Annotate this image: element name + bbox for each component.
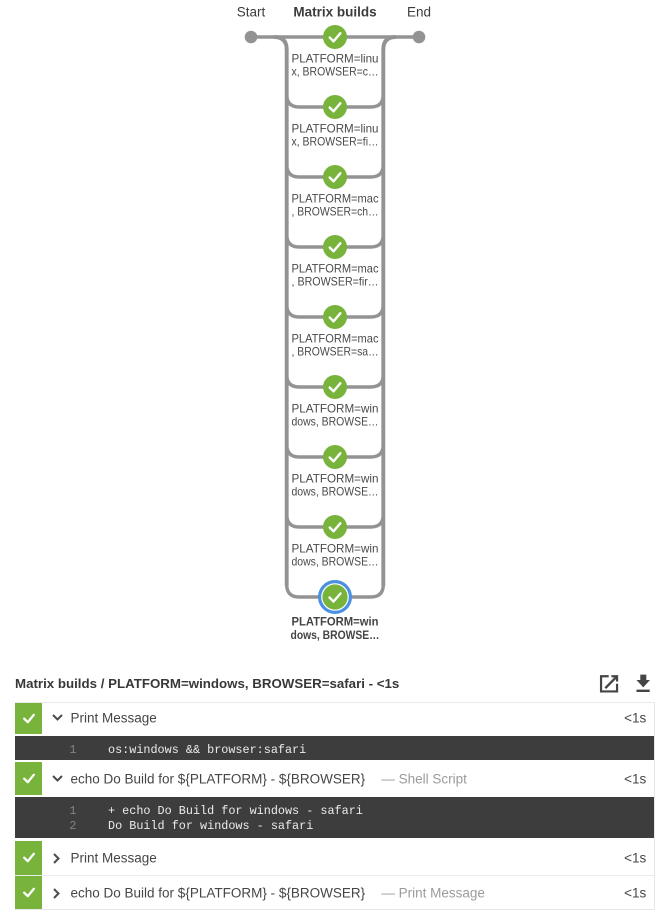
svg-text:x, BROWSER=fi…: x, BROWSER=fi… xyxy=(292,135,379,149)
svg-text:PLATFORM=linu: PLATFORM=linu xyxy=(292,122,379,136)
svg-text:, BROWSER=fir…: , BROWSER=fir… xyxy=(292,275,379,289)
svg-text:PLATFORM=mac: PLATFORM=mac xyxy=(292,192,379,206)
svg-text:PLATFORM=mac: PLATFORM=mac xyxy=(292,332,379,346)
svg-text:Start: Start xyxy=(237,5,266,20)
svg-text:x, BROWSER=c…: x, BROWSER=c… xyxy=(292,65,379,79)
svg-text:, BROWSER=sa…: , BROWSER=sa… xyxy=(292,345,379,359)
svg-text:PLATFORM=win: PLATFORM=win xyxy=(292,402,379,416)
svg-text:, BROWSER=ch…: , BROWSER=ch… xyxy=(292,205,379,219)
svg-text:PLATFORM=win: PLATFORM=win xyxy=(292,614,379,628)
svg-text:PLATFORM=linu: PLATFORM=linu xyxy=(292,52,379,66)
svg-text:dows, BROWSE…: dows, BROWSE… xyxy=(291,628,380,642)
svg-text:dows, BROWSE…: dows, BROWSE… xyxy=(292,555,379,569)
svg-text:PLATFORM=win: PLATFORM=win xyxy=(292,542,379,556)
svg-text:Matrix builds: Matrix builds xyxy=(293,5,376,20)
svg-text:dows, BROWSE…: dows, BROWSE… xyxy=(292,485,379,499)
svg-text:dows, BROWSE…: dows, BROWSE… xyxy=(292,415,379,429)
svg-text:PLATFORM=win: PLATFORM=win xyxy=(292,472,379,486)
svg-text:End: End xyxy=(407,5,431,20)
svg-text:PLATFORM=mac: PLATFORM=mac xyxy=(292,262,379,276)
